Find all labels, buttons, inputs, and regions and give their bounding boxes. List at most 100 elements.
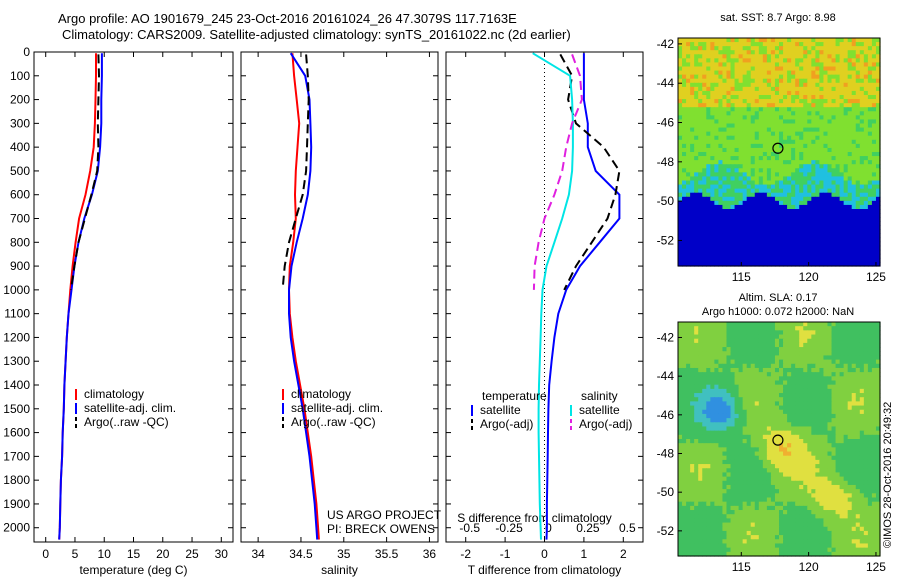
map-cell: [847, 257, 853, 263]
map-cell: [799, 367, 804, 373]
map-cell: [706, 241, 711, 247]
map-cell: [722, 217, 728, 222]
map-cell: [734, 241, 740, 247]
map-cell: [827, 115, 833, 121]
map-cell: [754, 418, 760, 423]
map-cell: [690, 127, 695, 133]
map-cell: [835, 426, 841, 432]
map-cell: [859, 322, 865, 327]
map-cell: [750, 464, 756, 469]
map-cell: [738, 119, 744, 125]
map-cell: [831, 330, 837, 336]
map-cell: [750, 397, 756, 402]
map-cell: [726, 347, 732, 352]
map-cell: [706, 50, 711, 55]
map-cell: [726, 86, 732, 92]
map-cell: [726, 70, 732, 76]
map-cell: [859, 372, 865, 377]
map-cell: [718, 156, 724, 161]
map-cell: [762, 261, 768, 267]
map-cell: [726, 351, 732, 357]
map-cell: [774, 111, 780, 116]
map-cell: [839, 342, 845, 348]
map-cell: [803, 422, 808, 428]
map-cell: [678, 342, 683, 348]
map-cell: [770, 152, 776, 157]
map-cell: [746, 78, 752, 84]
map-cell: [823, 188, 829, 194]
map-cell: [766, 58, 772, 64]
map-cell: [690, 82, 695, 88]
map-cell: [863, 476, 869, 482]
map-cell: [855, 439, 861, 444]
map-cell: [839, 204, 845, 210]
map-cell: [847, 217, 853, 222]
map-cell: [851, 139, 857, 145]
map-cell: [746, 143, 752, 149]
map-cell: [819, 54, 825, 59]
map-cell: [734, 70, 740, 76]
map-cell: [746, 397, 752, 402]
map-cell: [690, 233, 695, 239]
map-cell: [686, 188, 691, 194]
map-cell: [807, 426, 812, 432]
map-cell: [819, 261, 825, 267]
map-cell: [847, 439, 853, 444]
map-cell: [823, 447, 829, 453]
map-cell: [819, 184, 825, 190]
map-cell: [807, 418, 812, 423]
map-cell: [710, 380, 715, 386]
map-cell: [758, 62, 764, 68]
map-cell: [678, 123, 683, 129]
map-cell: [827, 451, 833, 457]
map-cell: [779, 192, 784, 198]
map-cell: [750, 372, 756, 377]
map-cell: [847, 376, 853, 382]
map-cell: [807, 103, 812, 108]
map-cell: [799, 342, 804, 348]
map-cell: [690, 322, 695, 327]
map-cell: [718, 418, 724, 423]
map-cell: [750, 164, 756, 169]
map-cell: [803, 380, 808, 386]
map-cell: [843, 103, 849, 108]
map-cell: [766, 388, 772, 394]
map-cell: [678, 90, 683, 96]
map-cell: [726, 82, 732, 88]
map-cell: [807, 347, 812, 352]
map-cell: [762, 160, 768, 165]
map-cell: [738, 229, 744, 235]
map-cell: [722, 422, 728, 428]
map-cell: [779, 376, 784, 382]
map-cell: [722, 139, 728, 145]
map-cell: [875, 90, 881, 96]
map-cell: [714, 70, 719, 76]
map-cell: [698, 464, 703, 469]
x-tick-label: 20: [156, 547, 170, 561]
map-cell: [823, 459, 829, 465]
map-cell: [746, 376, 752, 382]
map-cell: [839, 380, 845, 386]
map-cell: [694, 180, 699, 186]
map-cell: [718, 143, 724, 149]
map-cell: [803, 54, 808, 59]
map-cell: [819, 409, 825, 415]
map-cell: [823, 233, 829, 239]
map-cell: [698, 66, 703, 72]
map-cell: [843, 253, 849, 259]
map-cell: [754, 426, 760, 432]
map-cell: [863, 147, 869, 153]
map-cell: [795, 397, 800, 402]
map-cell: [722, 82, 728, 88]
map-cell: [851, 160, 857, 165]
x-tick-label: 34.5: [289, 547, 313, 561]
map-cell: [799, 46, 804, 51]
map-cell: [847, 322, 853, 327]
map-cell: [807, 46, 812, 51]
map-cell: [847, 253, 853, 259]
map-cell: [758, 464, 764, 469]
map-cell: [738, 347, 744, 352]
map-cell: [827, 359, 833, 365]
map-cell: [746, 225, 752, 230]
map-cell: [859, 62, 865, 68]
